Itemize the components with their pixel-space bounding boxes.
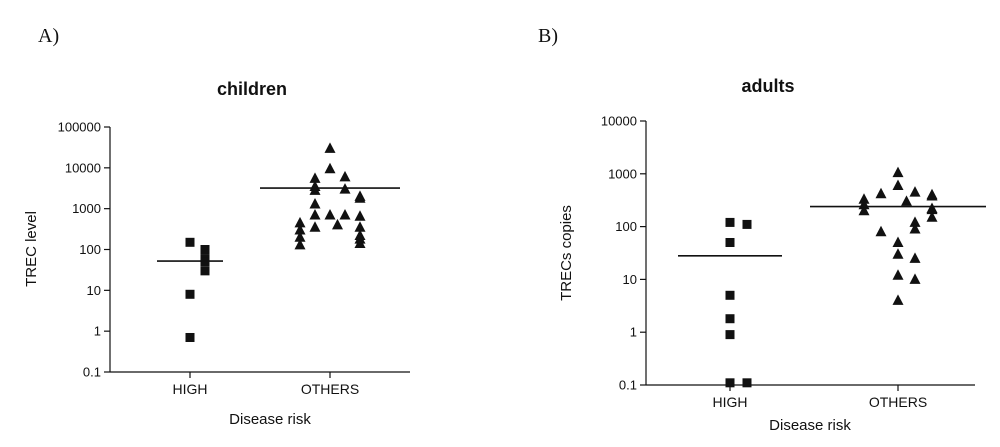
chart-title-adults: adults [741,76,794,96]
data-point-square [725,290,735,300]
chart-panel-adults: B) adults TRECs copies Disease risk 0.1 1… [538,25,986,434]
data-point-triangle [909,216,921,227]
y-axis-label-adults: TRECs copies [558,205,575,301]
data-point-triangle [892,248,904,259]
data-point-triangle [892,236,904,247]
y-tick-label: 10 [623,272,637,287]
x-axis-label-adults: Disease risk [769,417,851,434]
data-point-square [742,378,752,388]
data-point-triangle [858,204,870,216]
data-point-square [725,314,735,324]
data-point-triangle [875,225,887,237]
data-point-triangle [892,179,904,191]
data-point-square [200,266,210,276]
data-point-triangle [858,193,870,204]
data-point-triangle [309,184,321,195]
data-point-triangle [875,187,887,199]
y-tick-label: 10 [87,283,101,298]
data-point-triangle [332,218,343,230]
y-tick-label: 1 [630,325,637,340]
data-point-triangle [324,142,336,153]
x-tick-label-high: HIGH [173,381,208,397]
data-point-triangle [901,195,912,206]
plot-area-children: 0.1 1 10 100 1000 10000 100000 HIGH OTHERS [58,120,410,397]
x-tick-label-others: OTHERS [301,381,359,397]
chart-title-children: children [217,79,287,99]
data-point-triangle [909,223,921,234]
y-tick-label: 100 [79,242,101,257]
data-point-triangle [294,224,306,235]
y-tick-label: 1000 [608,166,637,181]
y-tick-label: 1 [94,324,101,339]
data-point-square [725,378,735,388]
panel-label-a: A) [38,25,59,47]
y-tick-label: 10000 [601,114,637,129]
data-point-triangle [324,162,336,174]
data-point-triangle [339,170,351,182]
y-tick-label: 100000 [58,120,101,135]
data-point-triangle [309,221,321,232]
y-axis-label-children: TREC level [23,211,40,287]
data-point-triangle [926,189,938,201]
data-point-square [185,289,195,299]
data-point-triangle [354,192,366,203]
y-tick-label: 1000 [72,201,101,216]
data-point-triangle [909,186,921,197]
data-point-triangle [309,172,321,183]
data-point-triangle [354,210,366,221]
data-point-triangle [892,294,904,305]
data-point-triangle [354,221,366,232]
data-point-square [200,245,210,254]
y-tick-label: 10000 [65,160,101,175]
y-tick-label: 0.1 [619,378,637,393]
data-point-square [725,237,735,247]
data-point-triangle [294,216,306,228]
data-point-triangle [926,211,938,222]
chart-panel-children: A) children TREC level Disease risk 0.1 1… [23,25,410,428]
data-point-triangle [309,208,321,220]
data-point-triangle [892,269,904,280]
y-tick-label: 0.1 [83,365,101,380]
x-tick-label-others: OTHERS [869,394,927,410]
data-point-triangle [909,273,921,284]
data-point-triangle [294,231,306,242]
data-point-triangle [926,203,938,215]
data-point-triangle [892,166,904,178]
data-point-square [725,330,735,340]
data-point-triangle [324,208,336,220]
data-point-square [185,332,195,342]
data-point-triangle [354,237,366,249]
data-point-square [725,217,735,227]
data-point-triangle [294,238,306,250]
data-point-triangle [909,252,921,263]
x-tick-label-high: HIGH [713,394,748,410]
data-point-triangle [339,208,351,220]
x-axis-label-children: Disease risk [229,411,311,428]
panel-label-b: B) [538,25,558,47]
plot-area-adults: 0.1 1 10 100 1000 10000 HIGH OTHERS [601,114,986,410]
data-point-triangle [309,198,321,209]
data-point-square [185,237,195,247]
y-tick-label: 100 [615,219,637,234]
data-point-square [742,219,752,229]
